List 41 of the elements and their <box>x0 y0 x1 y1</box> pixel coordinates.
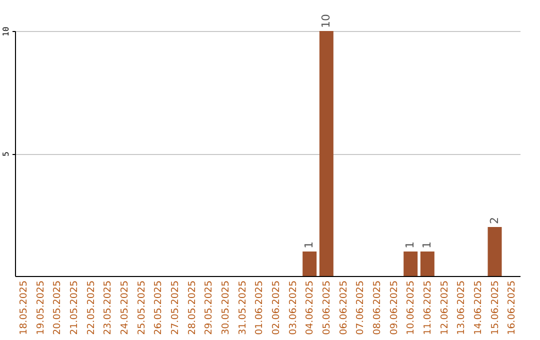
data-label: 1 <box>404 242 417 248</box>
x-tick-label: 13.06.2025 <box>456 280 468 335</box>
bar <box>420 252 434 276</box>
x-tick-label: 20.05.2025 <box>52 280 64 335</box>
x-tick-label: 24.05.2025 <box>119 280 130 335</box>
bar <box>404 252 418 276</box>
x-tick-label: 07.06.2025 <box>355 280 366 335</box>
x-tick-label: 26.05.2025 <box>153 280 164 335</box>
x-tick-label: 08.06.2025 <box>372 280 383 335</box>
x-tick-label: 16.06.2025 <box>506 280 518 335</box>
x-tick-label: 18.05.2025 <box>18 280 30 335</box>
x-tick-label: 10.06.2025 <box>406 280 417 335</box>
bar <box>488 227 502 276</box>
x-tick-label: 05.06.2025 <box>321 280 332 335</box>
bar <box>319 31 334 276</box>
bar <box>302 252 317 276</box>
x-tick-label: 25.05.2025 <box>136 280 148 335</box>
x-tick-label: 31.05.2025 <box>237 280 248 335</box>
data-label: 1 <box>420 242 434 248</box>
x-tick-label: 27.05.2025 <box>170 280 181 335</box>
x-tick-label: 12.06.2025 <box>439 280 450 335</box>
x-tick-label: 28.05.2025 <box>186 280 198 335</box>
x-tick-label: 11.06.2025 <box>422 280 434 335</box>
x-tick-label: 09.06.2025 <box>388 280 400 335</box>
data-label: 10 <box>319 14 332 28</box>
x-tick-label: 02.06.2025 <box>270 280 282 335</box>
x-tick-label: 04.06.2025 <box>304 280 316 335</box>
x-tick-label: 23.05.2025 <box>102 280 114 335</box>
data-label: 1 <box>302 242 316 248</box>
x-tick-label: 30.05.2025 <box>220 280 232 335</box>
x-tick-label: 21.05.2025 <box>68 280 80 335</box>
x-tick-label: 29.05.2025 <box>204 280 215 335</box>
x-tick-label: 01.06.2025 <box>254 280 266 335</box>
x-tick-label: 14.06.2025 <box>472 280 484 335</box>
x-tick-label: 19.05.2025 <box>35 280 46 335</box>
x-tick-label: 22.05.2025 <box>86 280 97 335</box>
x-tick-label: 15.06.2025 <box>490 280 501 335</box>
y-tick-label: 5 <box>2 151 10 156</box>
x-tick-label: 06.06.2025 <box>338 280 350 335</box>
data-label: 2 <box>488 217 501 224</box>
x-tick-label: 03.06.2025 <box>288 280 299 335</box>
